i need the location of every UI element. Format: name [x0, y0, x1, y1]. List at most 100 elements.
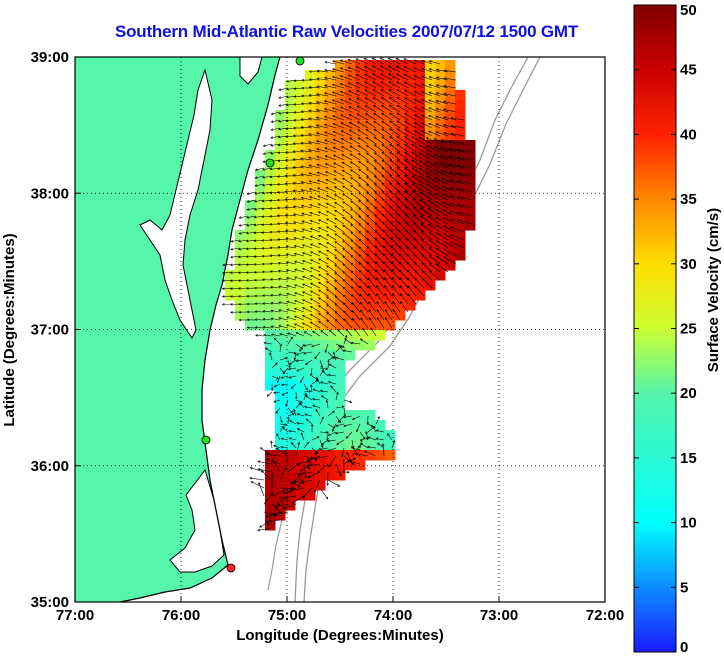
velocity-arrow: [414, 106, 425, 113]
velocity-arrow: [414, 114, 425, 121]
velocity-arrow: [294, 245, 305, 249]
velocity-arrow: [367, 285, 377, 297]
velocity-arrowhead: [296, 428, 300, 431]
velocity-arrowhead: [356, 113, 360, 116]
velocity-cell: [415, 290, 426, 301]
velocity-cell: [295, 390, 306, 401]
velocity-cell: [455, 110, 466, 121]
velocity-arrowhead: [335, 356, 339, 360]
velocity-cell: [445, 170, 456, 181]
velocity-arrow: [285, 399, 289, 407]
velocity-cell: [305, 410, 316, 421]
velocity-cell: [325, 400, 336, 411]
velocity-arrow: [318, 266, 329, 273]
velocity-arrowhead: [381, 112, 384, 116]
velocity-arrow: [310, 282, 321, 289]
velocity-cell: [285, 290, 296, 301]
velocity-arrowhead: [396, 89, 400, 92]
velocity-arrowhead: [413, 230, 416, 234]
velocity-arrowhead: [269, 175, 273, 179]
velocity-cell: [305, 430, 316, 441]
velocity-arrowhead: [374, 198, 377, 202]
velocity-cell: [345, 140, 356, 151]
velocity-cell: [245, 300, 256, 311]
velocity-cell: [345, 230, 356, 241]
velocity-arrowhead: [358, 192, 362, 195]
velocity-cell: [305, 140, 316, 151]
velocity-arrow: [348, 98, 361, 105]
velocity-arrowhead: [277, 151, 281, 155]
velocity-cell: [255, 180, 266, 191]
velocity-arrow: [257, 461, 273, 465]
velocity-arrowhead: [340, 122, 344, 125]
velocity-arrowhead: [269, 238, 272, 242]
velocity-arrowhead: [293, 244, 297, 248]
velocity-arrowhead: [456, 172, 460, 175]
velocity-cell: [325, 120, 336, 131]
velocity-arrowhead: [363, 58, 367, 61]
velocity-arrowhead: [270, 440, 273, 444]
velocity-arrowhead: [320, 365, 324, 369]
velocity-cell: [455, 190, 466, 201]
velocity-cell: [325, 270, 336, 281]
velocity-arrowhead: [230, 239, 234, 243]
velocity-arrow: [428, 123, 441, 129]
velocity-cell: [285, 90, 296, 101]
velocity-arrowhead: [326, 273, 329, 276]
velocity-arrow: [300, 173, 313, 177]
velocity-arrowhead: [435, 224, 439, 228]
velocity-arrowhead: [318, 235, 321, 238]
velocity-cell: [315, 360, 326, 371]
velocity-arrow: [367, 254, 377, 265]
velocity-arrow: [332, 91, 345, 97]
velocity-arrow: [389, 151, 401, 161]
velocity-cell: [285, 160, 296, 171]
velocity-arrow: [356, 423, 361, 432]
velocity-arrowhead: [366, 199, 369, 202]
velocity-arrowhead: [334, 225, 338, 229]
velocity-arrowhead: [325, 186, 329, 190]
velocity-cell: [395, 280, 406, 291]
velocity-arrow: [287, 359, 291, 368]
velocity-cell: [275, 230, 286, 241]
velocity-arrowhead: [306, 464, 309, 467]
velocity-arrow: [230, 303, 241, 305]
velocity-cell: [325, 360, 336, 371]
velocity-arrowhead: [292, 189, 296, 193]
velocity-arrow: [326, 234, 337, 241]
velocity-arrowhead: [435, 131, 439, 134]
velocity-cell: [385, 230, 396, 241]
velocity-cell: [275, 260, 286, 271]
velocity-arrowhead: [380, 81, 384, 84]
velocity-arrow: [404, 120, 417, 129]
velocity-arrowhead: [389, 182, 393, 186]
velocity-arrowhead: [372, 73, 375, 76]
velocity-arrowhead: [294, 260, 297, 264]
velocity-arrowhead: [339, 83, 343, 86]
velocity-arrowhead: [324, 155, 328, 158]
velocity-arrow: [449, 156, 465, 161]
velocity-cell: [285, 340, 296, 351]
velocity-arrow: [404, 144, 417, 153]
velocity-arrowhead: [318, 227, 321, 230]
velocity-arrowhead: [426, 153, 429, 156]
velocity-arrow: [396, 89, 409, 97]
velocity-arrowhead: [350, 231, 354, 235]
velocity-arrowhead: [273, 400, 277, 403]
velocity-arrowhead: [310, 243, 313, 246]
velocity-cell: [285, 430, 296, 441]
velocity-arrowhead: [278, 324, 282, 328]
velocity-arrow: [300, 134, 313, 137]
velocity-cell: [295, 480, 306, 491]
velocity-arrowhead: [292, 213, 296, 216]
velocity-arrow: [298, 479, 313, 484]
velocity-arrow: [302, 299, 313, 305]
velocity-cell: [425, 70, 436, 81]
velocity-arrowhead: [389, 136, 392, 139]
velocity-arrowhead: [337, 484, 341, 487]
velocity-arrowhead: [278, 96, 282, 99]
velocity-cell: [335, 60, 346, 71]
velocity-cell: [325, 430, 336, 441]
velocity-arrow: [345, 431, 353, 439]
velocity-arrow: [262, 175, 273, 178]
